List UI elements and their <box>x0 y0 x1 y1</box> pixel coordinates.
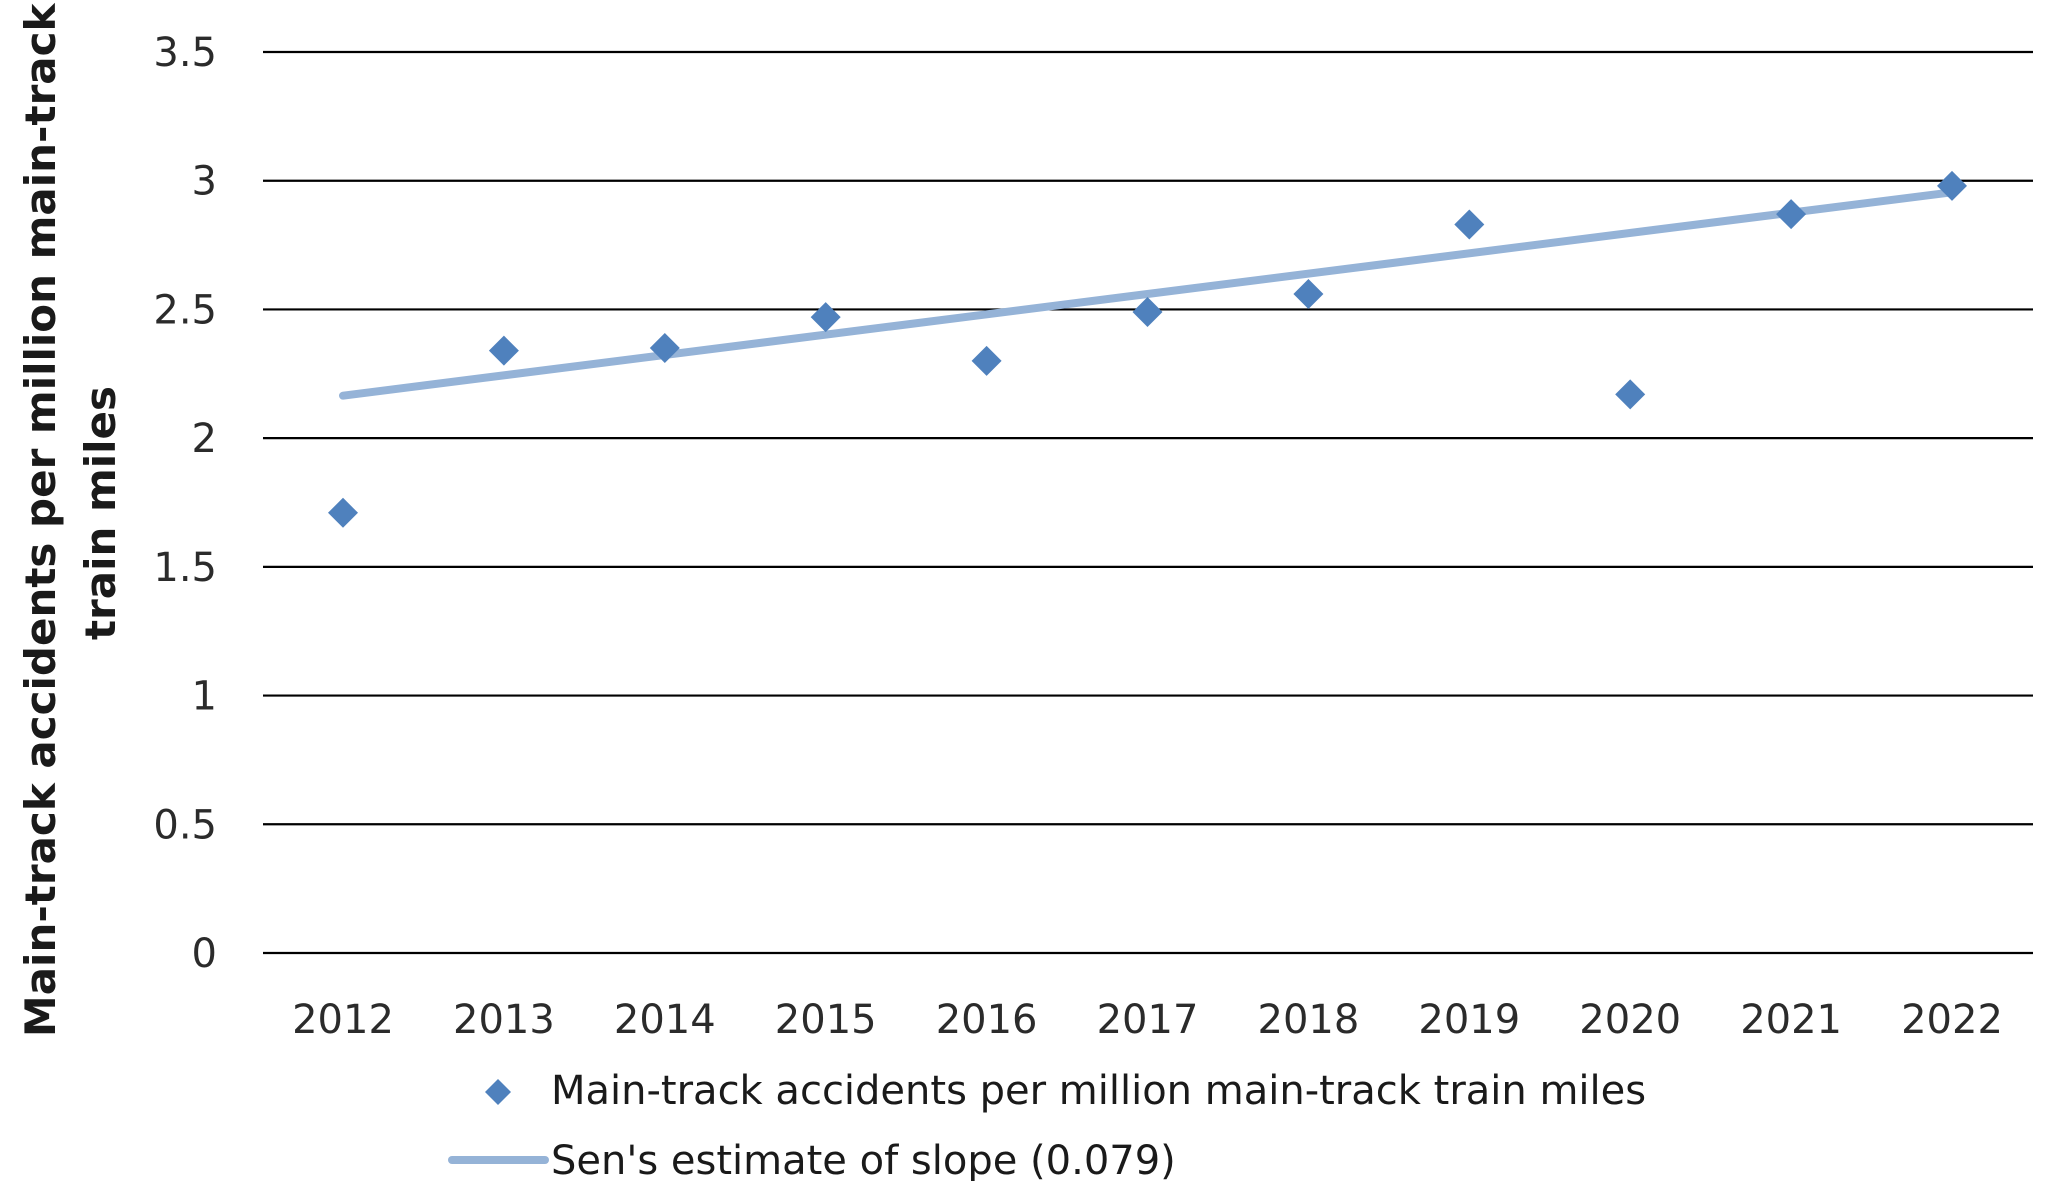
x-tick-label: 2012 <box>292 997 394 1043</box>
data-point-2016 <box>971 345 1002 376</box>
y-axis-label-line-2: train miles <box>76 386 125 640</box>
legend: Main-track accidents per million main-tr… <box>448 1068 1646 1181</box>
data-points <box>328 170 1967 528</box>
data-point-2012 <box>328 497 358 528</box>
x-tick-label: 2015 <box>775 997 877 1043</box>
x-tick-label: 2017 <box>1097 997 1199 1043</box>
x-tick-label: 2021 <box>1740 997 1842 1043</box>
data-point-2015 <box>810 302 841 333</box>
y-axis-label-line-1: Main-track accidents per million main-tr… <box>16 2 65 1037</box>
legend-label-accidents: Main-track accidents per million main-tr… <box>551 1068 1646 1114</box>
data-point-2019 <box>1454 209 1485 240</box>
y-tick-label: 2 <box>192 416 217 462</box>
y-tick-label: 1.5 <box>153 545 217 591</box>
y-tick-label: 0.5 <box>153 802 217 848</box>
y-tick-label: 3 <box>192 159 217 205</box>
data-point-2017 <box>1132 297 1163 328</box>
x-tick-label: 2018 <box>1258 997 1360 1043</box>
data-point-2020 <box>1615 379 1646 410</box>
x-tick-label: 2019 <box>1418 997 1520 1043</box>
y-axis-ticks: 0 0.5 1 1.5 2 2.5 3 3.5 <box>153 30 217 977</box>
sens-slope-trend-line <box>339 188 1956 400</box>
data-point-2013 <box>488 335 519 366</box>
x-axis-ticks: 2012 2013 2014 2015 2016 2017 2018 2019 2020 2021… <box>292 997 2003 1043</box>
data-point-2022 <box>1937 170 1967 201</box>
x-tick-label: 2016 <box>936 997 1038 1043</box>
x-tick-label: 2020 <box>1579 997 1681 1043</box>
x-tick-label: 2013 <box>453 997 555 1043</box>
y-axis-label: Main-track accidents per million main-tr… <box>16 0 125 1037</box>
x-tick-label: 2022 <box>1901 997 2003 1043</box>
y-tick-label: 2.5 <box>153 287 217 333</box>
data-point-2014 <box>649 333 680 364</box>
trend-line-layer <box>339 188 1956 400</box>
gridlines <box>263 50 2033 955</box>
y-tick-label: 3.5 <box>153 30 217 76</box>
y-tick-label: 1 <box>192 674 217 720</box>
y-tick-label: 0 <box>192 931 217 977</box>
x-tick-label: 2014 <box>614 997 716 1043</box>
legend-label-sens-slope: Sen's estimate of slope (0.079) <box>551 1138 1176 1181</box>
data-point-2021 <box>1776 199 1807 230</box>
data-point-2018 <box>1293 278 1324 309</box>
legend-diamond-marker <box>485 1079 511 1105</box>
